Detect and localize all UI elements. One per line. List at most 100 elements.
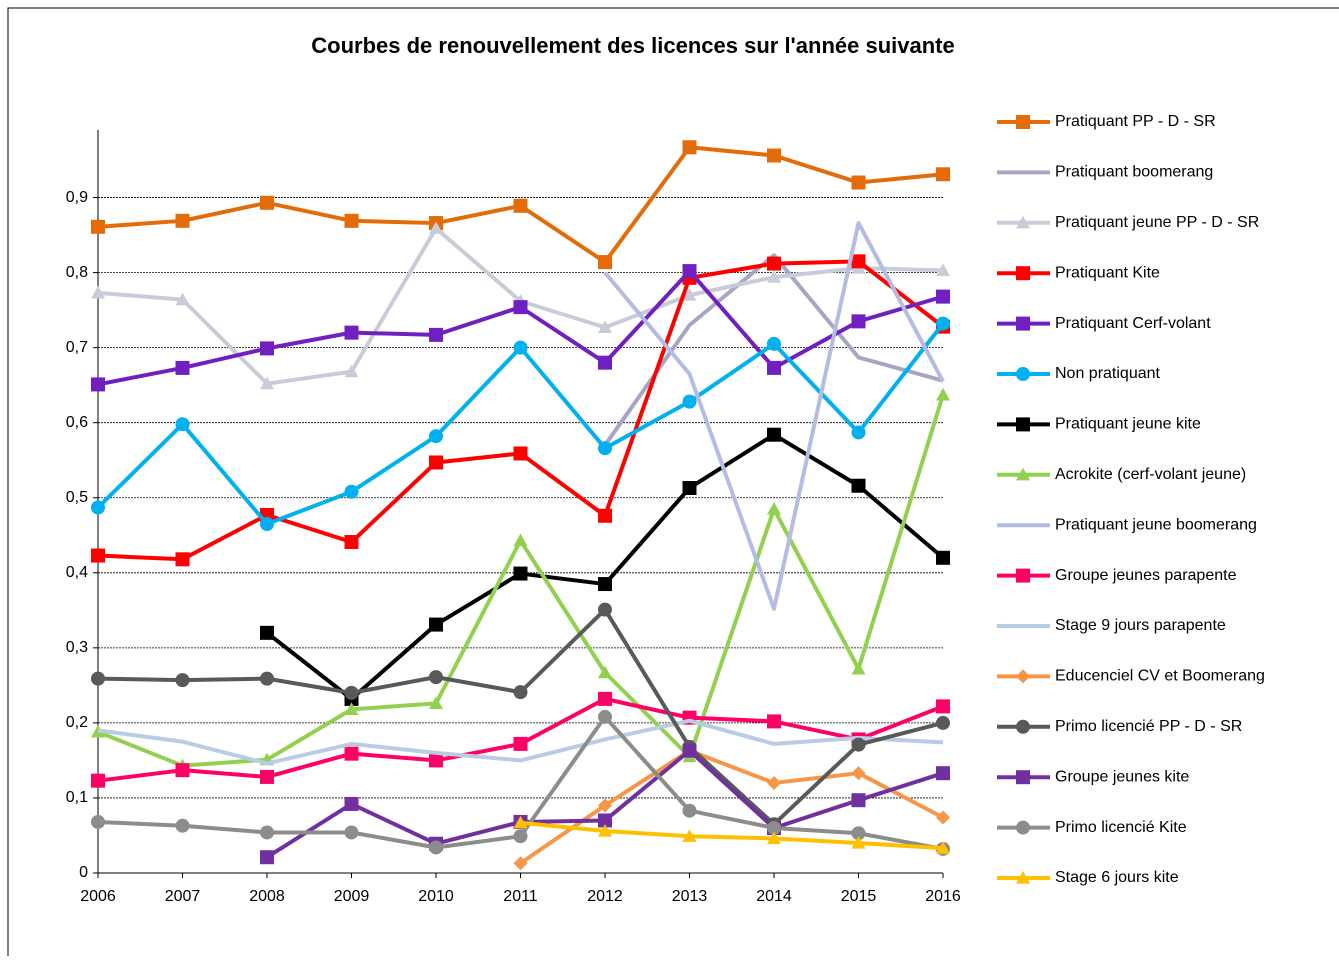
data-point [513,340,528,355]
x-tick-label: 2014 [756,888,792,905]
data-point [91,814,105,829]
x-tick-label: 2008 [249,888,285,905]
series-line [519,748,944,865]
legend-label: Pratiquant Kite [1055,264,1160,281]
legend-marker [1016,820,1030,835]
legend-label: Pratiquant jeune PP - D - SR [1055,214,1259,231]
data-point [429,455,443,470]
data-point [936,810,950,825]
data-point [682,140,697,155]
data-point [344,325,359,340]
legend-marker [1016,316,1030,331]
data-point [344,213,359,228]
legend-marker [1016,770,1030,785]
data-point [936,699,950,714]
data-point [91,500,105,515]
data-point [851,425,866,440]
data-point [91,377,105,392]
data-point [936,167,950,182]
data-point [682,803,697,818]
legend-marker [1016,719,1030,734]
legend-label: Educenciel CV et Boomerang [1055,668,1265,685]
y-tick-label: 0,9 [66,189,88,206]
data-point [175,673,190,688]
data-point [851,175,866,190]
legend-marker [1016,467,1030,481]
data-point [260,195,274,210]
data-point [260,769,274,784]
y-tick-label: 0,7 [66,339,88,356]
y-tick-label: 0,6 [66,414,88,431]
data-point [429,429,443,444]
data-point [513,566,528,581]
data-point [513,533,528,547]
legend-label: Non pratiquant [1055,365,1161,382]
data-point [344,825,359,840]
data-point [344,484,359,499]
data-point [175,818,190,833]
series-line [603,253,944,447]
data-point [598,320,612,333]
data-point [936,387,950,401]
legend-marker [1016,115,1030,129]
y-tick-label: 0,5 [66,489,88,506]
legend-marker [1016,669,1030,684]
legend-label: Pratiquant boomerang [1055,164,1213,181]
data-point [429,753,443,768]
data-point [682,480,697,495]
data-point [936,550,950,565]
data-point [936,766,950,781]
data-point [598,602,612,617]
legend-label: Groupe jeunes parapente [1055,567,1237,584]
data-point [851,835,866,849]
legend-marker [1016,266,1030,281]
data-point [513,446,528,461]
data-point [175,417,190,432]
x-tick-label: 2011 [503,888,538,905]
data-point [851,766,866,781]
data-point [598,665,612,679]
data-point [767,714,781,729]
data-point [682,394,697,409]
data-point [175,360,190,375]
data-point [429,670,443,685]
legend-label: Groupe jeunes kite [1055,768,1189,785]
data-point [513,736,528,751]
data-point [767,427,781,442]
y-tick-label: 0,3 [66,639,88,656]
data-point [429,840,443,855]
legend-label: Primo licencié Kite [1055,819,1187,836]
data-point [598,508,612,523]
data-point [851,793,866,808]
data-point [260,850,274,865]
data-point [513,829,528,844]
legend-marker [1016,568,1030,583]
x-tick-label: 2013 [672,888,708,905]
data-point [344,702,359,715]
data-point [513,685,528,700]
data-point [260,671,274,686]
data-point [91,671,105,686]
data-point [682,743,697,758]
y-tick-label: 0,8 [66,264,88,281]
data-point [598,691,612,706]
data-point [767,148,781,163]
data-point [344,685,359,700]
data-point [767,775,781,790]
legend-marker [1016,417,1030,432]
legend-label: Stage 9 jours parapente [1055,617,1226,634]
series-line [97,718,944,766]
data-point [598,823,612,837]
legend-label: Pratiquant Cerf-volant [1055,315,1211,332]
data-point [429,617,443,632]
data-point [260,625,274,640]
series-line [520,820,944,851]
data-point [260,825,274,840]
data-point [513,198,528,213]
legend-label: Primo licencié PP - D - SR [1055,718,1242,735]
data-point [851,826,866,841]
x-tick-label: 2009 [334,888,370,905]
data-point [936,289,950,304]
data-point [260,341,274,356]
